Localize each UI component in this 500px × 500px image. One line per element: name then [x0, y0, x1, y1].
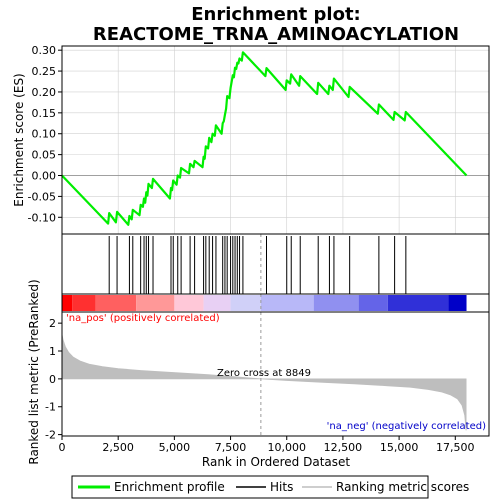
band-segment-2 [95, 295, 137, 311]
band-segment-0 [62, 295, 73, 311]
legend-hits-label: Hits [270, 480, 293, 494]
enrichment-profile-line [61, 51, 468, 226]
band-segment-7 [260, 295, 314, 311]
legend-metric-label: Ranking metric scores [336, 480, 469, 494]
band-segment-5 [203, 295, 231, 311]
xtick-label-2: 5,000 [159, 441, 191, 454]
xtick-label-0: 0 [59, 441, 66, 454]
band-segment-3 [136, 295, 175, 311]
band-segment-6 [230, 295, 261, 311]
xtick-label-3: 7,500 [215, 441, 247, 454]
metric-y-axis-label: Ranked list metric (PreRanked) [27, 279, 41, 464]
metric-ytick-label-3: 1 [49, 345, 56, 358]
es-ytick-label-0: -0.10 [28, 211, 56, 224]
es-ytick-label-4: 0.10 [32, 128, 57, 141]
band-segment-8 [313, 295, 359, 311]
band-segment-10 [387, 295, 449, 311]
metric-ytick-label-4: 2 [49, 317, 56, 330]
band-segment-4 [174, 295, 204, 311]
es-ytick-label-2: 0.00 [32, 170, 57, 183]
es-y-axis-label: Enrichment score (ES) [12, 73, 26, 206]
metric-y-axis-ticks: -2 -1 0 1 2 [45, 317, 62, 442]
rank-color-band [62, 295, 467, 311]
es-ytick-label-1: -0.05 [28, 190, 56, 203]
xtick-label-4: 10,000 [267, 441, 306, 454]
es-ytick-label-8: 0.30 [32, 44, 57, 57]
metric-ytick-label-0: -2 [45, 429, 56, 442]
es-ytick-label-5: 0.15 [32, 107, 57, 120]
es-ytick-label-6: 0.20 [32, 86, 57, 99]
legend: Enrichment profile Hits Ranking metric s… [71, 475, 469, 499]
metric-ytick-label-2: 0 [49, 373, 56, 386]
es-panel-background [62, 46, 489, 234]
es-ytick-label-7: 0.25 [32, 65, 57, 78]
band-segment-9 [358, 295, 388, 311]
band-segment-1 [72, 295, 96, 311]
ranking-metric-area [61, 334, 467, 431]
es-ytick-label-3: 0.05 [32, 149, 57, 162]
metric-ytick-label-1: -1 [45, 401, 56, 414]
hits-panel-background [62, 234, 489, 294]
es-y-axis-ticks: -0.10 -0.05 0.00 0.05 0.10 0.15 0.20 0.25 0.30 [28, 44, 62, 224]
chart-title-line1: Enrichment plot: [191, 4, 361, 25]
chart-title-line2: REACTOME_TRNA_AMINOACYLATION [93, 24, 459, 45]
pos-correlated-label: 'na_pos' (positively correlated) [66, 313, 220, 324]
x-axis-ticks: 0 2,500 5,000 7,500 10,000 12,500 15,000 17,500 [59, 436, 475, 454]
zero-cross-label: Zero cross at 8849 [217, 368, 311, 379]
x-axis-label: Rank in Ordered Dataset [202, 455, 350, 469]
hits-layer [108, 236, 407, 294]
band-segment-11 [448, 295, 467, 311]
neg-correlated-label: 'na_neg' (negatively correlated) [327, 421, 486, 432]
metric-panel-frame [61, 311, 490, 437]
xtick-label-7: 17,500 [436, 441, 475, 454]
enrichment-profile-layer [61, 51, 468, 226]
xtick-label-5: 12,500 [324, 441, 363, 454]
legend-enrichment-label: Enrichment profile [114, 480, 225, 494]
xtick-label-6: 15,000 [380, 441, 419, 454]
xtick-label-1: 2,500 [102, 441, 134, 454]
ranking-metric-layer [61, 334, 467, 431]
